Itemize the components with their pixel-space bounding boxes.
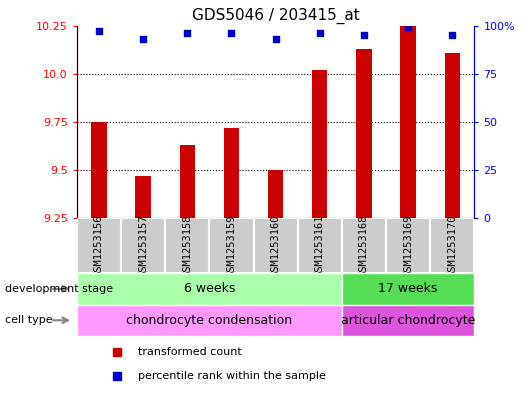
Point — [227, 30, 236, 37]
Point — [448, 32, 456, 38]
Point — [404, 24, 412, 31]
Text: development stage: development stage — [5, 284, 113, 294]
Text: GSM1253158: GSM1253158 — [182, 214, 192, 277]
Text: GSM1253168: GSM1253168 — [359, 214, 369, 277]
Text: percentile rank within the sample: percentile rank within the sample — [138, 371, 325, 381]
Bar — [298, 218, 342, 273]
Bar — [342, 273, 474, 305]
Bar — [268, 170, 284, 218]
Bar — [165, 218, 209, 273]
Bar — [342, 218, 386, 273]
Point — [271, 36, 280, 42]
Bar — [386, 218, 430, 273]
Bar — [209, 218, 253, 273]
Title: GDS5046 / 203415_at: GDS5046 / 203415_at — [192, 8, 359, 24]
Text: GSM1253169: GSM1253169 — [403, 214, 413, 277]
Bar — [356, 49, 372, 218]
Bar — [400, 26, 416, 218]
Point — [95, 28, 103, 35]
Bar — [312, 70, 328, 218]
Bar — [430, 218, 474, 273]
Text: GSM1253160: GSM1253160 — [271, 214, 280, 277]
Text: GSM1253170: GSM1253170 — [447, 214, 457, 277]
Text: 6 weeks: 6 weeks — [184, 282, 235, 296]
Bar — [180, 145, 195, 218]
Bar — [77, 305, 342, 336]
Bar — [445, 53, 460, 218]
Text: 17 weeks: 17 weeks — [378, 282, 438, 296]
Bar — [224, 128, 239, 218]
Bar — [342, 305, 474, 336]
Bar — [121, 218, 165, 273]
Text: chondrocyte condensation: chondrocyte condensation — [126, 314, 293, 327]
Point — [139, 36, 147, 42]
Point — [183, 30, 191, 37]
Point — [315, 30, 324, 37]
Bar — [77, 273, 342, 305]
Bar — [91, 122, 107, 218]
Text: GSM1253161: GSM1253161 — [315, 214, 325, 277]
Bar — [135, 176, 151, 218]
Text: transformed count: transformed count — [138, 347, 242, 357]
Text: GSM1253157: GSM1253157 — [138, 214, 148, 277]
Bar — [77, 218, 121, 273]
Point — [360, 32, 368, 38]
Text: articular chondrocyte: articular chondrocyte — [341, 314, 475, 327]
Bar — [253, 218, 298, 273]
Text: GSM1253159: GSM1253159 — [226, 214, 236, 277]
Text: cell type: cell type — [5, 315, 53, 325]
Text: GSM1253156: GSM1253156 — [94, 214, 104, 277]
